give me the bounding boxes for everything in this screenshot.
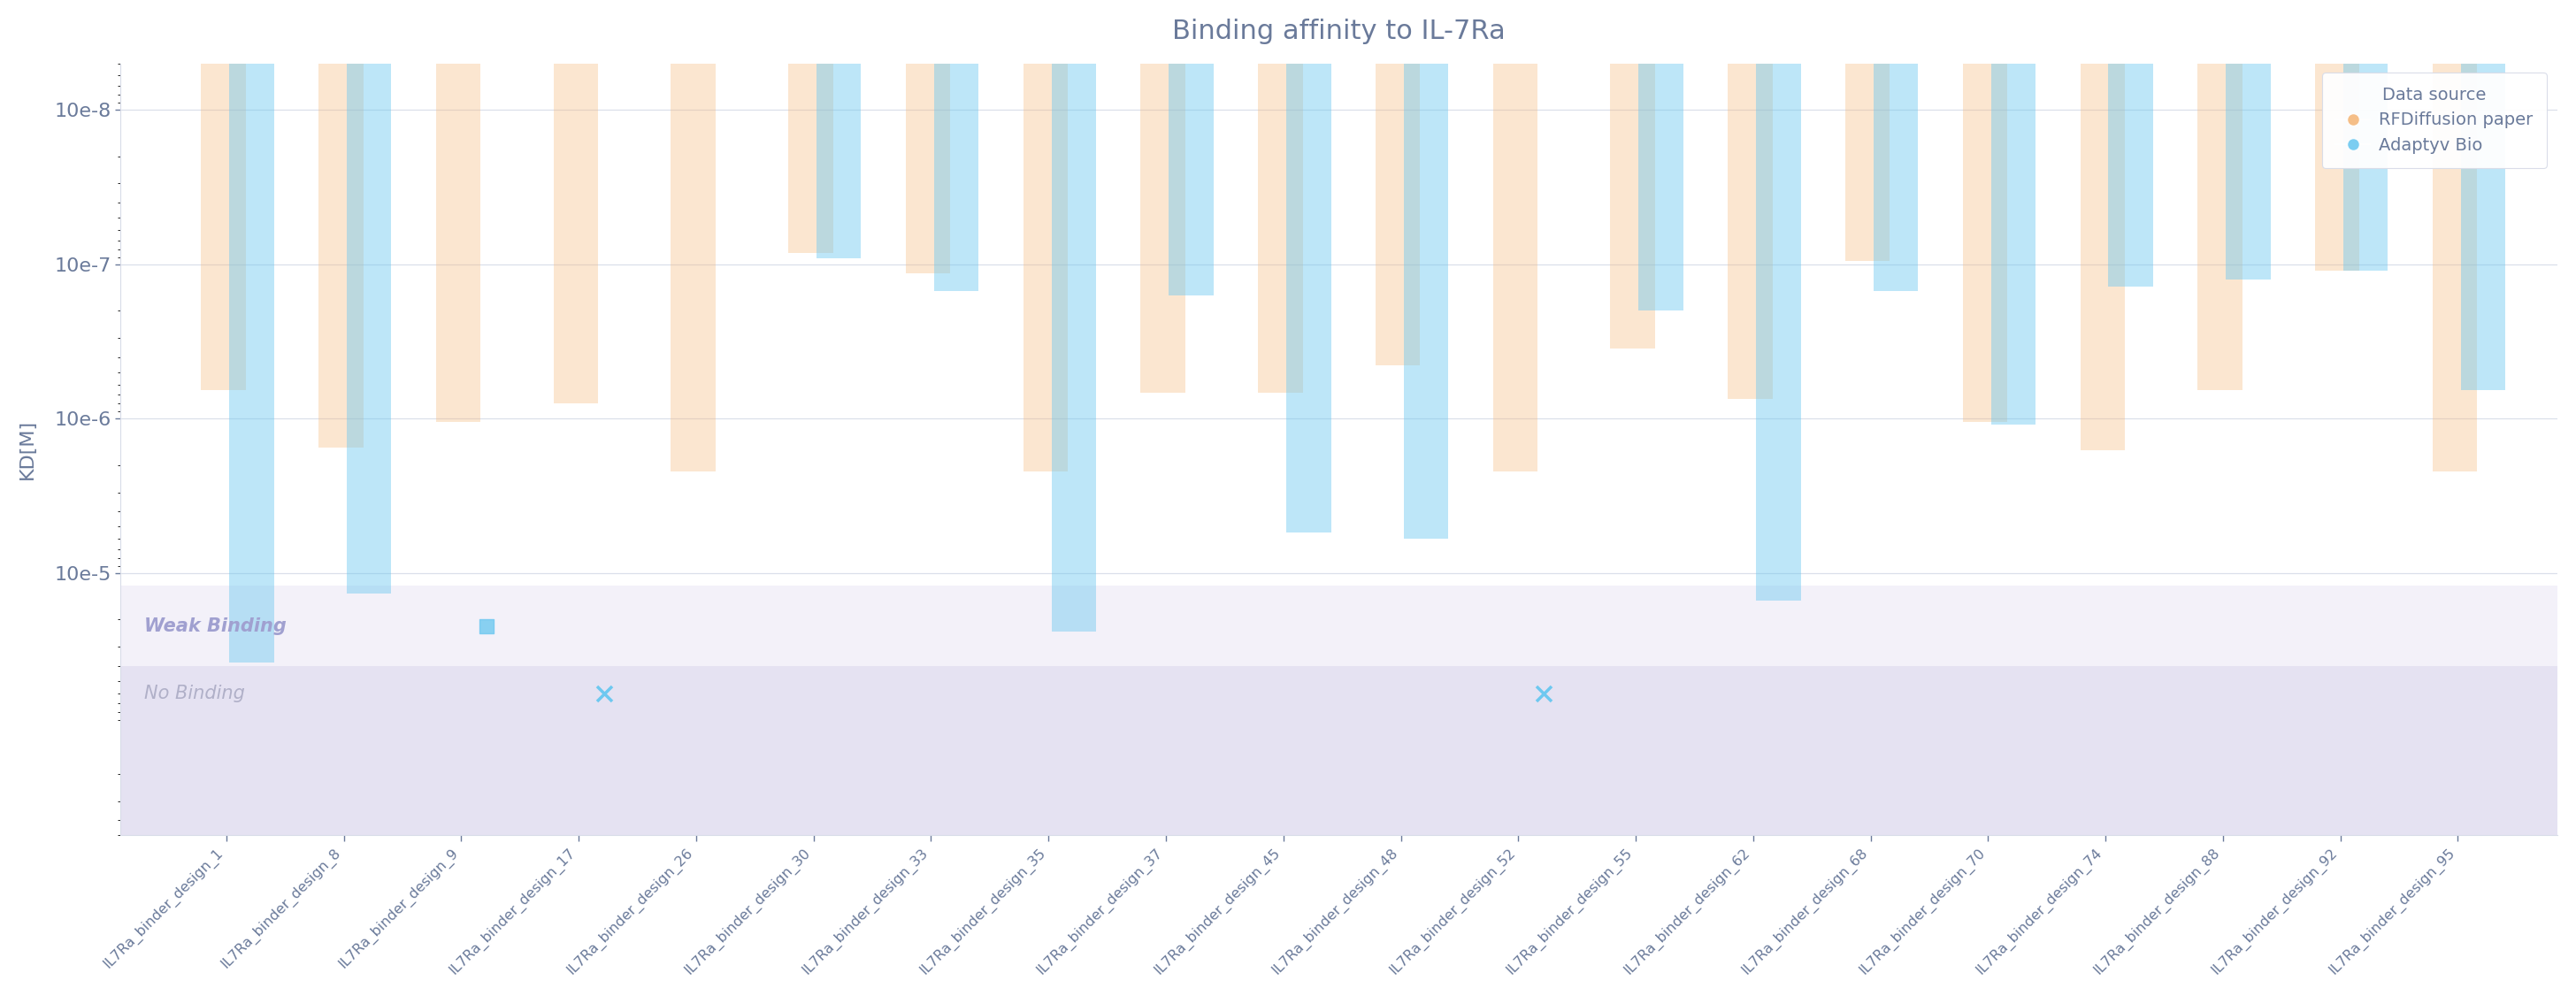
Bar	[2081, 0, 2125, 450]
Bar	[554, 0, 598, 403]
Bar	[2226, 0, 2269, 279]
Bar	[1285, 0, 1332, 533]
Bar	[817, 0, 860, 259]
Bar	[1873, 0, 1919, 292]
Bar	[2197, 0, 2241, 389]
Bar	[1141, 0, 1185, 392]
Bar	[1757, 0, 1801, 601]
Bar	[2344, 0, 2388, 271]
Bar	[229, 0, 273, 662]
Bar	[348, 0, 392, 594]
Bar	[2107, 0, 2154, 287]
Bar	[2460, 0, 2506, 389]
Bar	[319, 0, 363, 448]
Bar	[1051, 0, 1095, 631]
Bar	[1376, 0, 1419, 366]
Point	[466, 618, 507, 633]
Bar	[1257, 0, 1303, 392]
Bar	[2316, 0, 2360, 271]
Bar	[121, 666, 2558, 836]
Bar	[1170, 0, 1213, 296]
Bar	[670, 0, 716, 471]
Bar	[435, 0, 482, 422]
Bar	[1991, 0, 2035, 425]
Bar	[1844, 0, 1891, 261]
Text: Weak Binding: Weak Binding	[144, 618, 286, 634]
Bar	[2432, 0, 2478, 471]
Bar	[1404, 0, 1448, 539]
Bar	[1638, 0, 1682, 311]
Title: Binding affinity to IL-7Ra: Binding affinity to IL-7Ra	[1172, 19, 1507, 44]
Point	[582, 685, 623, 701]
Bar	[1023, 0, 1069, 471]
Legend: RFDiffusion paper, Adaptyv Bio: RFDiffusion paper, Adaptyv Bio	[2321, 73, 2548, 168]
Bar	[1494, 0, 1538, 471]
Bar	[1728, 0, 1772, 399]
Bar	[788, 0, 832, 253]
Text: No Binding: No Binding	[144, 684, 245, 702]
Bar	[1963, 0, 2007, 422]
Bar	[907, 0, 951, 274]
Bar	[935, 0, 979, 292]
Bar	[201, 0, 245, 389]
Y-axis label: KD[M]: KD[M]	[18, 419, 36, 479]
Bar	[1610, 0, 1654, 349]
Bar	[121, 586, 2558, 836]
Point	[1522, 685, 1564, 701]
